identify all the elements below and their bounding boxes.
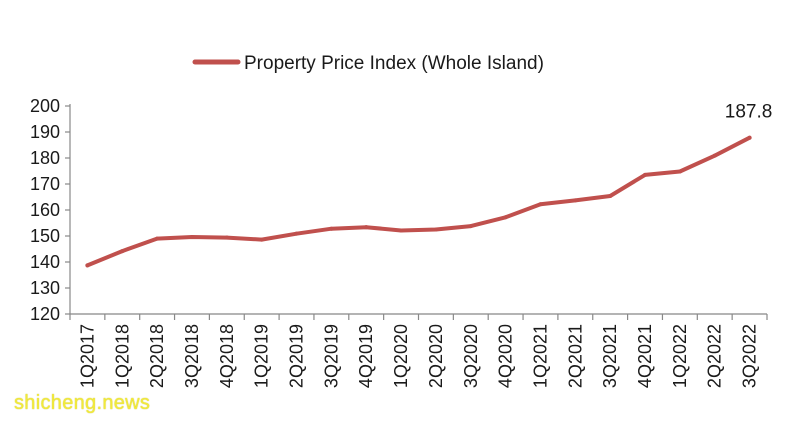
y-tick-label: 160 [30, 200, 60, 220]
x-tick-label: 2Q2019 [287, 324, 307, 388]
x-tick-label: 4Q2019 [356, 324, 376, 388]
x-tick-label: 1Q2020 [391, 324, 411, 388]
x-tick-label: 1Q2021 [530, 324, 550, 388]
x-tick-label: 4Q2020 [496, 324, 516, 388]
x-tick-label: 4Q2018 [217, 324, 237, 388]
data-point [120, 249, 125, 254]
data-point [189, 235, 194, 240]
watermark: shicheng.news [14, 392, 151, 414]
data-point [573, 198, 578, 203]
data-point [468, 224, 473, 229]
x-tick-label: 3Q2022 [740, 324, 760, 388]
x-tick-label: 3Q2019 [321, 324, 341, 388]
data-point [364, 225, 369, 230]
x-tick-label: 3Q2018 [182, 324, 202, 388]
x-tick-label: 3Q2021 [600, 324, 620, 388]
x-tick-label: 2Q2020 [426, 324, 446, 388]
data-point [433, 227, 438, 232]
data-point [608, 193, 613, 198]
data-point [503, 215, 508, 220]
y-tick-label: 200 [30, 96, 60, 116]
x-tick-label: 2Q2022 [705, 324, 725, 388]
data-label-last-value: 187.8 [725, 102, 773, 123]
y-tick-label: 170 [30, 174, 60, 194]
data-point [294, 231, 299, 236]
data-point [643, 172, 648, 177]
y-tick-label: 140 [30, 252, 60, 272]
series-line-property-price-index [85, 135, 752, 268]
data-point [85, 263, 90, 268]
x-tick-label: 1Q2017 [77, 324, 97, 388]
data-point [155, 236, 160, 241]
y-tick-label: 130 [30, 278, 60, 298]
legend-label: Property Price Index (Whole Island) [244, 53, 544, 74]
x-tick-label: 4Q2021 [635, 324, 655, 388]
y-tick-label: 190 [30, 122, 60, 142]
x-tick-label: 1Q2019 [252, 324, 272, 388]
y-tick-label: 180 [30, 148, 60, 168]
x-tick-label: 3Q2020 [461, 324, 481, 388]
data-point [259, 237, 264, 242]
y-tick-label: 120 [30, 304, 60, 324]
data-point [712, 153, 717, 158]
data-point [677, 169, 682, 174]
data-point [224, 235, 229, 240]
y-tick-label: 150 [30, 226, 60, 246]
x-tick-label: 1Q2022 [670, 324, 690, 388]
data-point [747, 135, 752, 140]
x-tick-label: 2Q2018 [147, 324, 167, 388]
data-point [399, 228, 404, 233]
data-point [329, 226, 334, 231]
x-tick-label: 1Q2018 [112, 324, 132, 388]
x-tick-label: 2Q2021 [565, 324, 585, 388]
data-point [538, 202, 543, 207]
